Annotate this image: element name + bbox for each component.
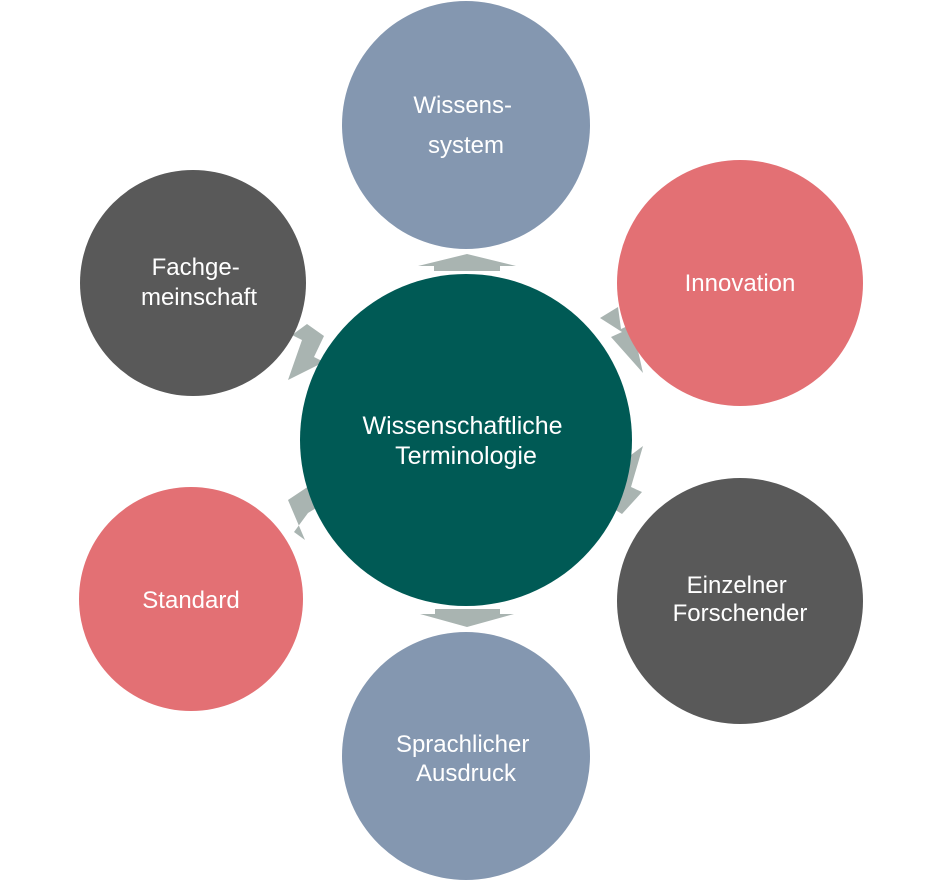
node-circle bbox=[617, 478, 863, 724]
node-innovation: Innovation bbox=[617, 160, 863, 406]
node-circle bbox=[342, 632, 590, 880]
svg-text:Fachge- meinschaft: Fachge- meinschaft bbox=[141, 254, 257, 311]
node-label-line1: Wissens- bbox=[413, 92, 512, 119]
node-label-line2: Ausdruck bbox=[416, 760, 517, 787]
node-standard: Standard bbox=[79, 487, 303, 711]
center-circle bbox=[300, 274, 632, 606]
node-einzelner-forschender: Einzelner Forschender bbox=[617, 478, 863, 724]
node-label-line1: Einzelner bbox=[687, 572, 787, 599]
center-label-line2: Terminologie bbox=[395, 442, 537, 470]
node-label-line1: Fachge- bbox=[152, 254, 240, 281]
node-label-line2: meinschaft bbox=[141, 284, 257, 311]
node-circle bbox=[79, 487, 303, 711]
node-circle bbox=[342, 1, 590, 249]
node-wissenssystem: Wissens- system bbox=[342, 1, 590, 249]
svg-text:Wissens- system: Wissens- system bbox=[413, 92, 518, 159]
arrow-to-fachgemeinschaft bbox=[288, 324, 324, 380]
node-label-line1: Sprachlicher bbox=[396, 731, 529, 758]
node-circle bbox=[80, 170, 306, 396]
node-fachgemeinschaft: Fachge- meinschaft bbox=[80, 170, 306, 396]
svg-text:Standard: Standard bbox=[142, 587, 239, 614]
node-label-line1: Innovation bbox=[685, 270, 796, 297]
node-label-line2: Forschender bbox=[673, 600, 808, 627]
center-label-line1: Wissenschaftliche bbox=[362, 412, 562, 440]
arrow-to-sprachlicher-ausdruck bbox=[420, 609, 514, 627]
svg-text:Sprachlicher Ausdruck: Sprachlicher Ausdruck bbox=[396, 731, 536, 787]
node-label-line2: system bbox=[428, 132, 504, 159]
node-sprachlicher-ausdruck: Sprachlicher Ausdruck bbox=[342, 632, 590, 880]
arrow-to-innovation bbox=[600, 307, 643, 373]
node-center: Wissenschaftliche Terminologie bbox=[300, 274, 632, 606]
svg-text:Wissenschaftliche Termin: Wissenschaftliche Terminologie bbox=[362, 412, 569, 470]
arrow-to-wissenssystem bbox=[418, 254, 516, 271]
node-label-line1: Standard bbox=[142, 587, 239, 614]
svg-text:Einzelner Forschender: Einzelner Forschender bbox=[673, 572, 808, 627]
svg-text:Innovation: Innovation bbox=[685, 270, 796, 297]
node-circle bbox=[617, 160, 863, 406]
